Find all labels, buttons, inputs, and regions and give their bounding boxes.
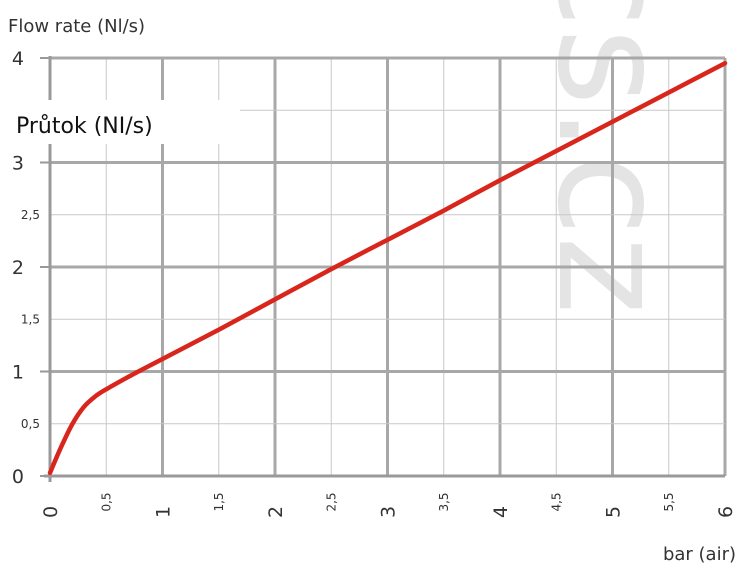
x-tick-label: 5 <box>603 506 625 518</box>
x-tick-label: 0 <box>40 506 62 518</box>
grid <box>50 56 727 476</box>
x-axis-label: bar (air) <box>663 544 736 565</box>
y-tick-label: 4 <box>12 48 24 70</box>
x-tick-labels: 0 1 2 3 4 5 6 0,5 1,5 2,5 3,5 4,5 5,5 <box>40 492 737 518</box>
x-tick-label-minor: 2,5 <box>324 492 338 511</box>
y-tick-label: 1 <box>12 362 24 384</box>
x-tick-label-minor: 5,5 <box>662 492 676 511</box>
y-tick-label-minor: 1,5 <box>21 312 40 326</box>
x-tick-label: 2 <box>265 506 287 518</box>
x-tick-label: 4 <box>490 506 512 518</box>
x-tick-label-minor: 4,5 <box>549 492 563 511</box>
y-tick-labels: 0 1 2 3 4 0,5 1,5 2,5 <box>12 48 40 488</box>
x-tick-label-minor: 0,5 <box>99 492 113 511</box>
series-group <box>47 60 728 476</box>
x-tick-label-minor: 3,5 <box>437 492 451 511</box>
x-tick-label: 3 <box>378 506 400 518</box>
y-tick-label: 0 <box>12 466 24 488</box>
overlay-label-box <box>10 100 240 144</box>
y-tick-label: 2 <box>12 257 24 279</box>
overlay-label: Průtok (NI/s) <box>16 114 153 139</box>
x-tick-label: 6 <box>715 506 737 518</box>
x-tick-label: 1 <box>153 506 175 518</box>
y-axis-label: Flow rate (Nl/s) <box>8 16 145 37</box>
x-tick-label-minor: 1,5 <box>212 492 226 511</box>
y-tick-label: 3 <box>12 153 24 175</box>
y-tick-label-minor: 2,5 <box>21 208 40 222</box>
flow-rate-line <box>47 60 728 476</box>
y-tick-label-minor: 0,5 <box>21 417 40 431</box>
